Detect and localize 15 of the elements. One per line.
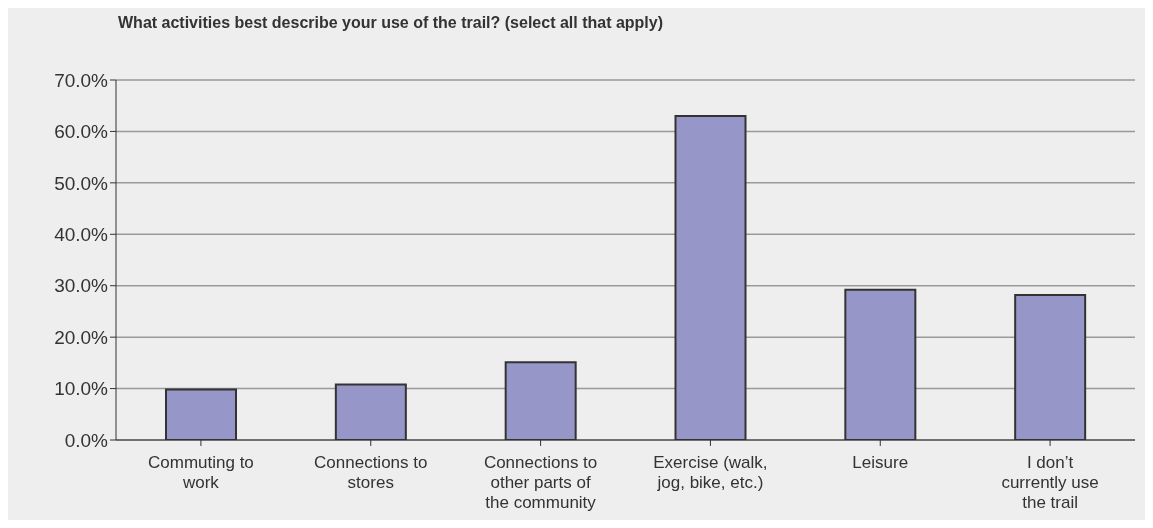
y-tick-label: 50.0%	[54, 172, 109, 194]
y-tick-label: 70.0%	[54, 69, 109, 91]
y-tick-label: 20.0%	[54, 326, 109, 348]
x-tick-label: Exercise (walk, jog, bike, etc.)	[653, 453, 768, 492]
x-tick-label: Leisure	[852, 453, 909, 472]
y-tick-label: 40.0%	[54, 224, 109, 246]
x-tick-label: Connections to stores	[314, 453, 428, 492]
y-tick-label: 10.0%	[54, 378, 109, 400]
y-tick-label: 60.0%	[54, 121, 109, 143]
y-tick-label: 30.0%	[54, 275, 109, 297]
x-tick-label: Connections to other parts of the community	[483, 453, 598, 512]
chart-title: What activities best describe your use of the trail? (select all that apply)	[118, 14, 664, 32]
x-tick-label: I don’t currently use the trail	[1001, 453, 1099, 512]
x-tick-label: Commuting to work	[148, 453, 254, 492]
y-tick-label: 0.0%	[64, 429, 109, 451]
